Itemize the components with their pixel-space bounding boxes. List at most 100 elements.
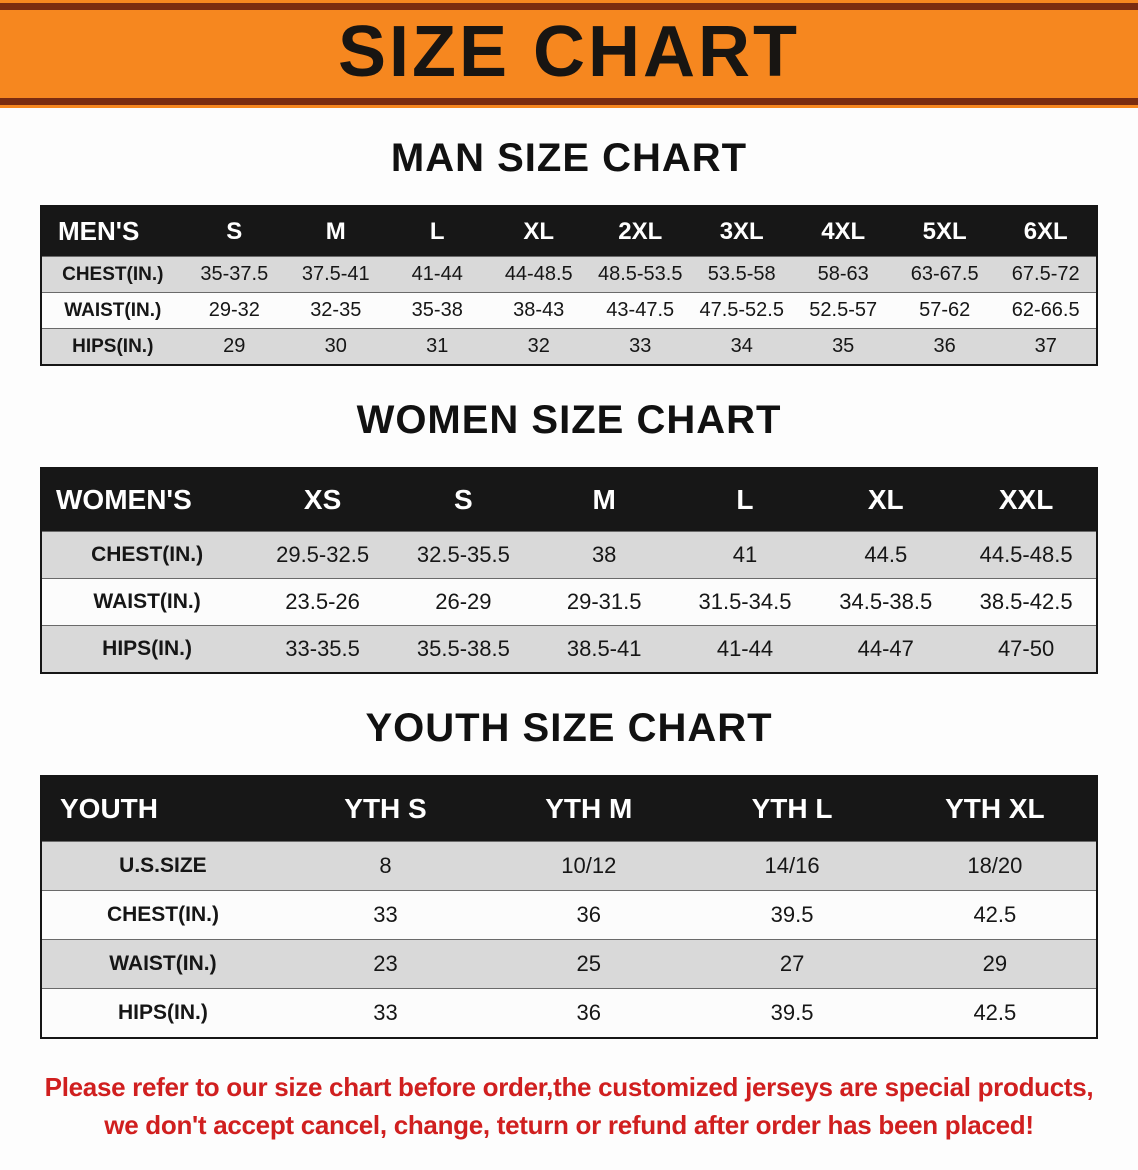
table-header-row: YOUTH YTH S YTH M YTH L YTH XL bbox=[41, 776, 1097, 842]
size-value: 31.5-34.5 bbox=[698, 589, 792, 614]
youth-section-heading: YOUTH SIZE CHART bbox=[365, 706, 773, 750]
youth-size-table: YOUTH YTH S YTH M YTH L YTH XL U.S.SIZE 8 10/12… bbox=[40, 775, 1098, 1039]
size-column-header: YTH XL bbox=[893, 776, 1097, 842]
size-value: 44.5 bbox=[864, 542, 908, 567]
table-row: HIPS(IN.) 33 36 39.5 42.5 bbox=[41, 988, 1097, 1038]
size-value: 26-29 bbox=[435, 589, 492, 614]
size-value: 57-62 bbox=[919, 299, 971, 321]
size-value: 41-44 bbox=[411, 263, 463, 285]
row-label: WAIST(IN.) bbox=[64, 299, 162, 321]
men-section-heading: MAN SIZE CHART bbox=[390, 136, 748, 180]
banner-bottom-stripe bbox=[0, 98, 1138, 105]
size-value: 37 bbox=[1034, 335, 1057, 357]
table-header-row: MEN'S S M L XL 2XL 3XL 4XL 5XL 6XL bbox=[41, 206, 1097, 257]
size-column-header: 4XL bbox=[792, 206, 894, 257]
size-value: 27 bbox=[779, 951, 805, 976]
size-value: 62-66.5 bbox=[1011, 299, 1080, 321]
size-value: 44.5-48.5 bbox=[979, 542, 1073, 567]
size-value: 44-47 bbox=[857, 636, 914, 661]
table-title-cell: MEN'S bbox=[41, 206, 184, 257]
size-value: 23.5-26 bbox=[285, 589, 360, 614]
size-value: 53.5-58 bbox=[707, 263, 776, 285]
size-value: 33-35.5 bbox=[285, 636, 360, 661]
size-column-header: XXL bbox=[956, 468, 1097, 532]
table-row: WAIST(IN.) 23.5-26 26-29 29-31.5 31.5-34.5 34… bbox=[41, 578, 1097, 626]
size-column-header: 3XL bbox=[690, 206, 793, 257]
row-label: HIPS(IN.) bbox=[118, 1001, 208, 1024]
size-value: 35 bbox=[832, 335, 855, 357]
size-column-header: 2XL bbox=[589, 206, 691, 257]
size-value: 34.5-38.5 bbox=[839, 589, 933, 614]
size-value: 38.5-42.5 bbox=[979, 589, 1073, 614]
table-header-row: WOMEN'S XS S M L XL XXL bbox=[41, 468, 1097, 532]
size-value: 18/20 bbox=[967, 853, 1023, 878]
size-value: 41 bbox=[732, 542, 758, 567]
size-value: 33 bbox=[629, 335, 652, 357]
size-value: 63-67.5 bbox=[910, 263, 979, 285]
size-value: 36 bbox=[576, 902, 602, 927]
size-value: 32-35 bbox=[310, 299, 362, 321]
table-row: HIPS(IN.) 33-35.5 35.5-38.5 38.5-41 41-44 44-… bbox=[41, 625, 1097, 673]
row-label: U.S.SIZE bbox=[119, 854, 207, 877]
size-value: 35-37.5 bbox=[200, 263, 269, 285]
men-size-section: MAN SIZE CHART MEN'S S M L XL 2XL 3XL 4XL 5XL 6XL… bbox=[0, 136, 1138, 366]
table-row: HIPS(IN.) 29 30 31 32 33 34 35 36 37 bbox=[41, 328, 1097, 365]
row-label: WAIST(IN.) bbox=[109, 952, 217, 975]
size-value: 36 bbox=[576, 1000, 602, 1025]
size-value: 25 bbox=[576, 951, 602, 976]
size-column-header: 5XL bbox=[893, 206, 996, 257]
table-title-cell: YOUTH bbox=[41, 776, 284, 842]
size-value: 47-50 bbox=[997, 636, 1055, 661]
size-value: 32 bbox=[527, 335, 550, 357]
size-value: 29 bbox=[223, 335, 246, 357]
size-value: 39.5 bbox=[770, 902, 814, 927]
size-column-header: XL bbox=[488, 206, 590, 257]
row-label: CHEST(IN.) bbox=[106, 903, 219, 926]
row-label: WAIST(IN.) bbox=[93, 590, 201, 613]
size-value: 29 bbox=[982, 951, 1008, 976]
footer-line-1: Please refer to our size chart before or… bbox=[44, 1072, 1094, 1102]
table-row: CHEST(IN.) 33 36 39.5 42.5 bbox=[41, 890, 1097, 940]
size-value: 43-47.5 bbox=[606, 299, 675, 321]
size-value: 42.5 bbox=[973, 1000, 1017, 1025]
women-section-heading: WOMEN SIZE CHART bbox=[356, 398, 782, 442]
banner: SIZE CHART bbox=[0, 0, 1138, 108]
page-title: SIZE CHART bbox=[338, 12, 800, 92]
men-size-table: MEN'S S M L XL 2XL 3XL 4XL 5XL 6XL CHEST(IN.) 35-37… bbox=[40, 205, 1098, 366]
banner-top-stripe bbox=[0, 3, 1138, 10]
size-value: 67.5-72 bbox=[1011, 263, 1080, 285]
table-row: U.S.SIZE 8 10/12 14/16 18/20 bbox=[41, 841, 1097, 891]
size-value: 39.5 bbox=[770, 1000, 814, 1025]
size-value: 35.5-38.5 bbox=[416, 636, 510, 661]
size-value: 23 bbox=[373, 951, 398, 976]
footer-disclaimer: Please refer to our size chart before or… bbox=[0, 1069, 1138, 1144]
size-value: 34 bbox=[730, 335, 753, 357]
size-value: 35-38 bbox=[411, 299, 463, 321]
size-column-header: M bbox=[285, 206, 387, 257]
footer-line-2: we don't accept cancel, change, teturn o… bbox=[104, 1109, 1034, 1140]
youth-size-section: YOUTH SIZE CHART YOUTH YTH S YTH M YTH L YTH… bbox=[0, 706, 1138, 1039]
size-value: 44-48.5 bbox=[504, 263, 573, 285]
women-size-section: WOMEN SIZE CHART WOMEN'S XS S M L XL XXL CHEST(… bbox=[0, 398, 1138, 674]
size-value: 14/16 bbox=[764, 853, 820, 878]
size-column-header: L bbox=[386, 206, 488, 257]
size-value: 33 bbox=[373, 902, 398, 927]
size-value: 47.5-52.5 bbox=[699, 299, 784, 321]
size-value: 38 bbox=[591, 542, 617, 567]
table-row: CHEST(IN.) 35-37.5 37.5-41 41-44 44-48.5 48.5… bbox=[41, 256, 1097, 293]
size-value: 10/12 bbox=[561, 853, 617, 878]
size-column-header: XL bbox=[815, 468, 957, 532]
table-title-cell: WOMEN'S bbox=[41, 468, 253, 532]
row-label: HIPS(IN.) bbox=[72, 335, 154, 357]
size-column-header: M bbox=[533, 468, 675, 532]
size-column-header: YTH L bbox=[690, 776, 894, 842]
size-value: 29-31.5 bbox=[566, 589, 642, 614]
table-row: CHEST(IN.) 29.5-32.5 32.5-35.5 38 41 44.5 44.5… bbox=[41, 531, 1097, 579]
size-value: 41-44 bbox=[716, 636, 774, 661]
row-label: CHEST(IN.) bbox=[91, 543, 204, 566]
table-row: WAIST(IN.) 29-32 32-35 35-38 38-43 43-47.5 47.… bbox=[41, 292, 1097, 329]
size-value: 29.5-32.5 bbox=[276, 542, 370, 567]
size-value: 36 bbox=[933, 335, 956, 357]
size-value: 37.5-41 bbox=[301, 263, 370, 285]
